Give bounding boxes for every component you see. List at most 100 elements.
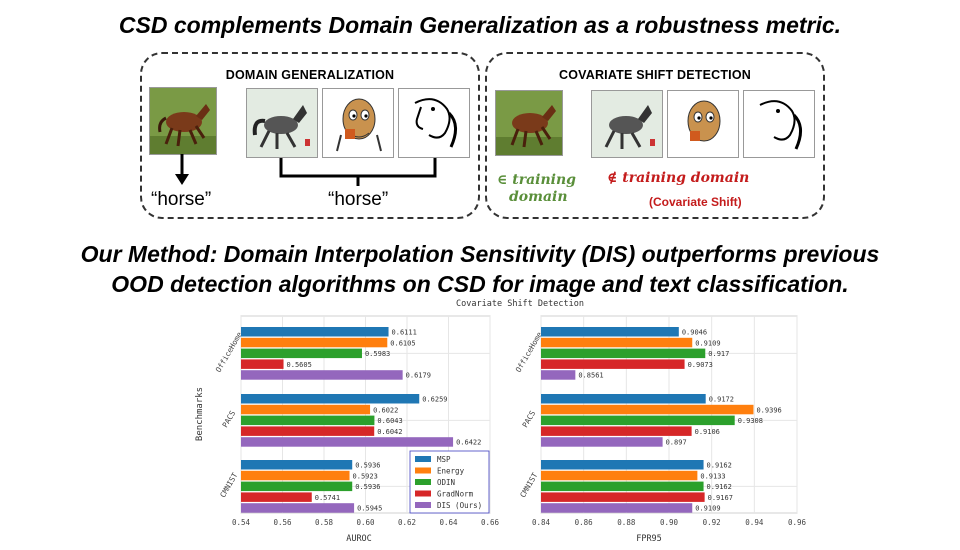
data-label: 0.9172 [709,396,734,404]
data-label: 0.9308 [738,417,763,425]
bar-pacs-energy [541,404,754,415]
x-tick-label: 0.96 [788,518,807,527]
bar-pacs-odin [541,415,735,426]
bar-officehome-msp [541,327,679,337]
dg-right-label: “horse” [328,189,389,210]
data-label: 0.9109 [695,505,720,513]
bar-pacs-gradnorm [541,426,692,436]
arrow-down-icon [175,154,189,185]
bar-cmnist-odin [541,481,704,492]
bar-officehome-odin [541,348,706,359]
horse-cartoon-image [667,90,739,158]
x-tick-label: 0.84 [532,518,551,527]
bar-cmnist-energy [541,470,698,481]
y-tick-label: CMNIST [218,471,240,499]
in-domain-label: ∈ training domain [497,172,576,205]
bar-officehome-energy [541,337,693,348]
data-label: 0.897 [666,439,687,447]
data-label: 0.6259 [422,396,447,404]
x-axis-label: AUROC [346,534,372,544]
covariate-shift-panel: COVARIATE SHIFT DETECTION ∈ training dom… [485,52,825,219]
bar-pacs-dis-ours- [241,437,454,447]
y-tick-label: OfficeHome [214,330,245,374]
data-label: 0.9167 [708,494,733,502]
covariate-shift-label: (Covariate Shift) [649,195,742,209]
legend-entry: GradNorm [437,490,474,499]
y-tick-label: PACS [220,409,237,430]
data-label: 0.9106 [695,428,720,436]
bar-pacs-energy [241,404,371,415]
y-tick-label: PACS [520,409,537,430]
x-tick-label: 0.88 [617,518,636,527]
legend-swatch [415,456,431,462]
data-label: 0.5605 [287,361,312,369]
data-label: 0.9162 [707,462,732,470]
x-tick-label: 0.58 [315,518,334,527]
data-label: 0.6111 [392,329,417,337]
data-label: 0.6022 [373,406,398,414]
bar-officehome-gradnorm [241,359,284,369]
bar-cmnist-dis-ours- [541,503,693,513]
bar-cmnist-gradnorm [241,492,312,502]
grouping-bracket-icon [279,158,437,186]
bar-officehome-msp [241,327,389,337]
data-label: 0.5983 [365,350,390,358]
csd-panel-title: COVARIATE SHIFT DETECTION [558,68,752,82]
bar-pacs-dis-ours- [541,437,663,447]
x-tick-label: 0.90 [660,518,679,527]
bar-cmnist-gradnorm [541,492,705,502]
horse-painting-image [591,90,663,158]
bar-officehome-dis-ours- [541,370,576,380]
page-title: CSD complements Domain Generalization as… [118,12,842,38]
legend-entry: MSP [437,455,451,464]
data-label: 0.9133 [700,472,725,480]
data-label: 0.9109 [695,339,720,347]
horse-photo-image [495,90,563,156]
legend-entry: ODIN [437,478,455,487]
domain-generalization-panel: DOMAIN GENERALIZATION “horse” [140,52,480,219]
dg-left-label: “horse” [151,189,212,210]
data-label: 0.917 [708,350,729,358]
y-tick-label: CMNIST [518,471,540,499]
bar-officehome-dis-ours- [241,370,403,380]
data-label: 0.9162 [707,483,732,491]
dg-panel-title: DOMAIN GENERALIZATION [225,68,395,82]
x-tick-label: 0.60 [356,518,375,527]
data-label: 0.9396 [756,406,781,414]
y-axis-label: Benchmarks [195,387,205,441]
horse-sketch-image [743,90,815,158]
x-tick-label: 0.94 [745,518,764,527]
bar-officehome-energy [241,337,388,348]
data-label: 0.5936 [355,462,380,470]
horse-sketch-image [398,88,470,158]
data-label: 0.6043 [377,417,402,425]
bar-pacs-gradnorm [241,426,375,436]
x-tick-label: 0.56 [273,518,292,527]
y-tick-label: OfficeHome [514,330,545,374]
bar-pacs-odin [241,415,375,426]
bar-officehome-odin [241,348,362,359]
data-label: 0.5945 [357,505,382,513]
data-label: 0.5936 [355,483,380,491]
x-tick-label: 0.92 [703,518,721,527]
data-label: 0.6179 [406,372,431,380]
data-label: 0.9073 [688,361,713,369]
horse-cartoon-image [322,88,394,158]
horse-photo-image [149,87,217,155]
csd-bar-chart: Covariate Shift Detection Benchmarks 0.54 0… [195,299,807,544]
legend-swatch [415,502,431,508]
horse-painting-image [246,88,318,158]
data-label: 0.8561 [578,372,603,380]
x-tick-label: 0.54 [232,518,251,527]
data-label: 0.6042 [377,428,402,436]
bar-cmnist-msp [241,460,353,470]
data-label: 0.5741 [315,494,340,502]
bar-pacs-msp [241,394,420,404]
bar-cmnist-odin [241,481,353,492]
bar-cmnist-energy [241,470,350,481]
data-label: 0.6422 [456,439,481,447]
data-label: 0.6105 [390,339,415,347]
legend-entry: DIS (Ours) [437,501,482,510]
legend-swatch [415,467,431,474]
out-of-domain-label: ∉ training domain [607,170,750,186]
